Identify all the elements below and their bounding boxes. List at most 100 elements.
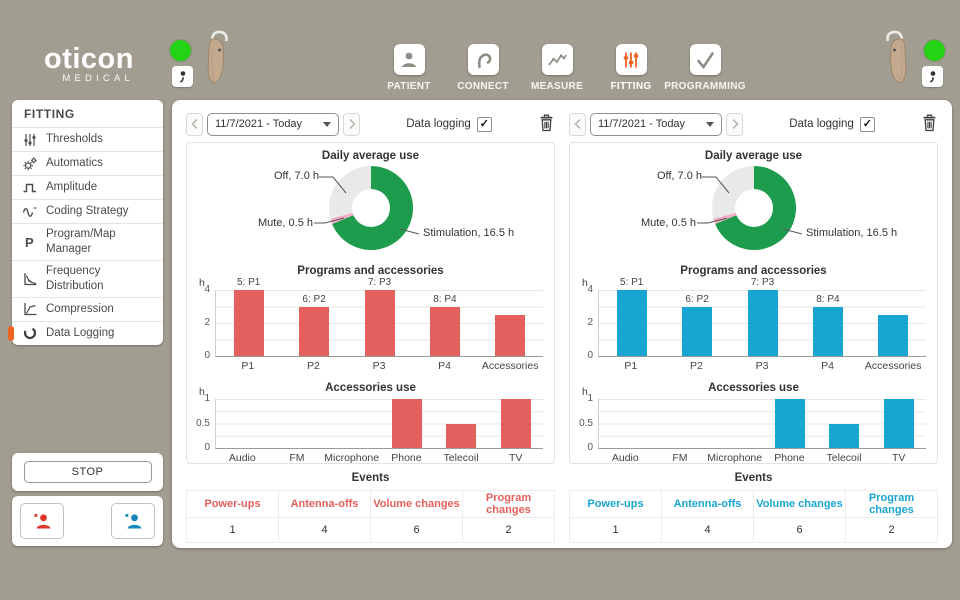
plot-area: 5: P1 6: P2 7: P3 8: P4 — [215, 277, 543, 357]
toolbar-item-patient[interactable]: PATIENT — [372, 44, 446, 92]
connect-button[interactable] — [467, 44, 499, 75]
toolbar-label: PATIENT — [387, 81, 431, 92]
sidebar-item-program-map-manager[interactable]: P Program/Map Manager — [12, 223, 163, 260]
patient-button[interactable] — [393, 44, 425, 75]
measure-icon — [548, 53, 567, 66]
events-section: Events Power-ups Antenna-offs Volume cha… — [186, 472, 555, 543]
bar-value-label: 6: P2 — [685, 293, 709, 305]
chevron-left-icon — [573, 118, 581, 130]
donut-label-off: Off, 7.0 h — [273, 170, 319, 182]
date-range-select[interactable]: 11/7/2021 - Today — [207, 112, 339, 136]
sidebar-item-amplitude[interactable]: Amplitude — [12, 175, 163, 199]
sidebar-item-coding-strategy[interactable]: Coding Strategy — [12, 199, 163, 223]
bar-column — [325, 399, 380, 448]
events-title: Events — [734, 472, 773, 484]
data-logging-label: Data logging — [406, 118, 471, 130]
y-axis-tick: 0.5 — [579, 417, 593, 429]
data-logging-toggle[interactable]: Data logging — [406, 116, 492, 132]
bar — [774, 399, 805, 448]
data-logging-checkbox[interactable] — [859, 116, 875, 132]
trash-icon — [540, 114, 553, 132]
sidebar-item-compression[interactable]: Compression — [12, 296, 163, 321]
toolbar-item-fitting[interactable]: FITTING — [594, 44, 668, 92]
date-range-value: 11/7/2021 - Today — [215, 118, 303, 130]
x-axis-label: Audio — [228, 452, 256, 464]
date-range-select[interactable]: 11/7/2021 - Today — [590, 112, 722, 136]
toolbar-item-programming[interactable]: PROGRAMMING — [664, 44, 746, 92]
dropdown-caret-icon — [323, 121, 331, 127]
y-axis: h 0 2 4 — [195, 277, 215, 361]
toolbar-label: MEASURE — [530, 81, 584, 92]
bar — [682, 306, 713, 356]
delete-data-button[interactable] — [921, 113, 938, 135]
processor-warning-badge[interactable] — [922, 66, 943, 87]
bar-chart-title: Accessories use — [708, 382, 799, 394]
toolbar-label: CONNECT — [457, 81, 509, 92]
sidebar-item-automatics[interactable]: Automatics — [12, 151, 163, 175]
measure-button[interactable] — [541, 44, 573, 75]
processor-warning-badge[interactable] — [172, 66, 193, 87]
accessories-use-chart: Accessories use h 0 0.5 1 Audio FM Microphon… — [578, 382, 929, 464]
data-logging-label: Data logging — [789, 118, 854, 130]
x-axis-label: Telecoil — [443, 452, 479, 464]
svg-text:P: P — [25, 235, 34, 250]
delete-data-button[interactable] — [538, 113, 555, 135]
sidebar-item-frequency-distribution[interactable]: Frequency Distribution — [12, 259, 163, 297]
bar-column — [763, 399, 818, 448]
data-logging-icon — [21, 325, 38, 342]
sidebar-item-thresholds[interactable]: Thresholds — [12, 127, 163, 151]
bar — [812, 306, 843, 356]
connect-icon — [477, 52, 492, 68]
programming-button[interactable] — [689, 44, 721, 75]
fitting-button[interactable] — [615, 44, 647, 75]
events-value: 2 — [462, 517, 555, 543]
donut-label-mute: Mute, 0.5 h — [640, 217, 696, 229]
events-header: Antenna-offs — [661, 490, 754, 518]
y-axis: h 0 0.5 1 — [578, 386, 598, 453]
next-date-range-button[interactable] — [726, 112, 743, 136]
donut-chart-title: Daily average use — [704, 150, 803, 162]
y-axis-tick: 0 — [204, 442, 210, 453]
sidebar-item-data-logging[interactable]: Data Logging — [8, 320, 163, 345]
bar-value-label: 8: P4 — [816, 293, 840, 305]
events-table: Power-ups Antenna-offs Volume changes Pr… — [569, 490, 938, 543]
previous-date-range-button[interactable] — [186, 112, 203, 136]
bar-value-label: 5: P1 — [620, 277, 644, 288]
x-axis-label: P2 — [689, 360, 703, 372]
bar-column: 6: P2 — [281, 290, 346, 356]
previous-date-range-button[interactable] — [569, 112, 586, 136]
events-section: Events Power-ups Antenna-offs Volume cha… — [569, 472, 938, 543]
toolbar-item-connect[interactable]: CONNECT — [446, 44, 520, 92]
brand-logo: oticon MEDICAL — [44, 45, 134, 85]
data-logging-checkbox[interactable] — [476, 116, 492, 132]
bar — [878, 314, 909, 356]
right-ear-button[interactable] — [20, 503, 64, 539]
sidebar-item-label: Automatics — [46, 157, 103, 170]
x-axis-label: P4 — [438, 360, 451, 372]
hearing-aid-image — [884, 30, 916, 93]
x-axis-label: Telecoil — [826, 452, 862, 464]
chevron-right-icon — [348, 118, 356, 130]
charts-container: Daily average use Off, 7.0 h Mute, 0.5 h… — [186, 142, 555, 464]
bar-value-label: 5: P1 — [237, 277, 261, 288]
y-axis-tick: 0 — [587, 350, 593, 361]
data-logging-toggle[interactable]: Data logging — [789, 116, 875, 132]
plot-area — [215, 399, 543, 449]
bar — [391, 399, 422, 448]
daily-average-use-chart: Off, 7.0 h Mute, 0.5 h Stimulation, 16.5… — [195, 165, 546, 259]
events-value: 2 — [845, 517, 938, 543]
sidebar-item-label: Amplitude — [46, 181, 98, 194]
x-axis-label: TV — [891, 452, 906, 464]
stop-button[interactable]: STOP — [23, 461, 152, 483]
left-ear-button[interactable] — [111, 503, 155, 539]
donut-chart-title: Daily average use — [321, 150, 420, 162]
x-axis-label: P1 — [241, 360, 255, 372]
toolbar-item-measure[interactable]: MEASURE — [520, 44, 594, 92]
toolbar-label: PROGRAMMING — [664, 81, 746, 92]
ear-selection-panel — [12, 496, 163, 546]
connection-status-dot — [170, 40, 191, 61]
next-date-range-button[interactable] — [343, 112, 360, 136]
x-axis-label: Microphone — [324, 452, 380, 464]
bar-chart-title: Programs and accessories — [680, 265, 827, 277]
data-logging-panel-left-ear: 11/7/2021 - Today Data logging — [569, 100, 938, 548]
